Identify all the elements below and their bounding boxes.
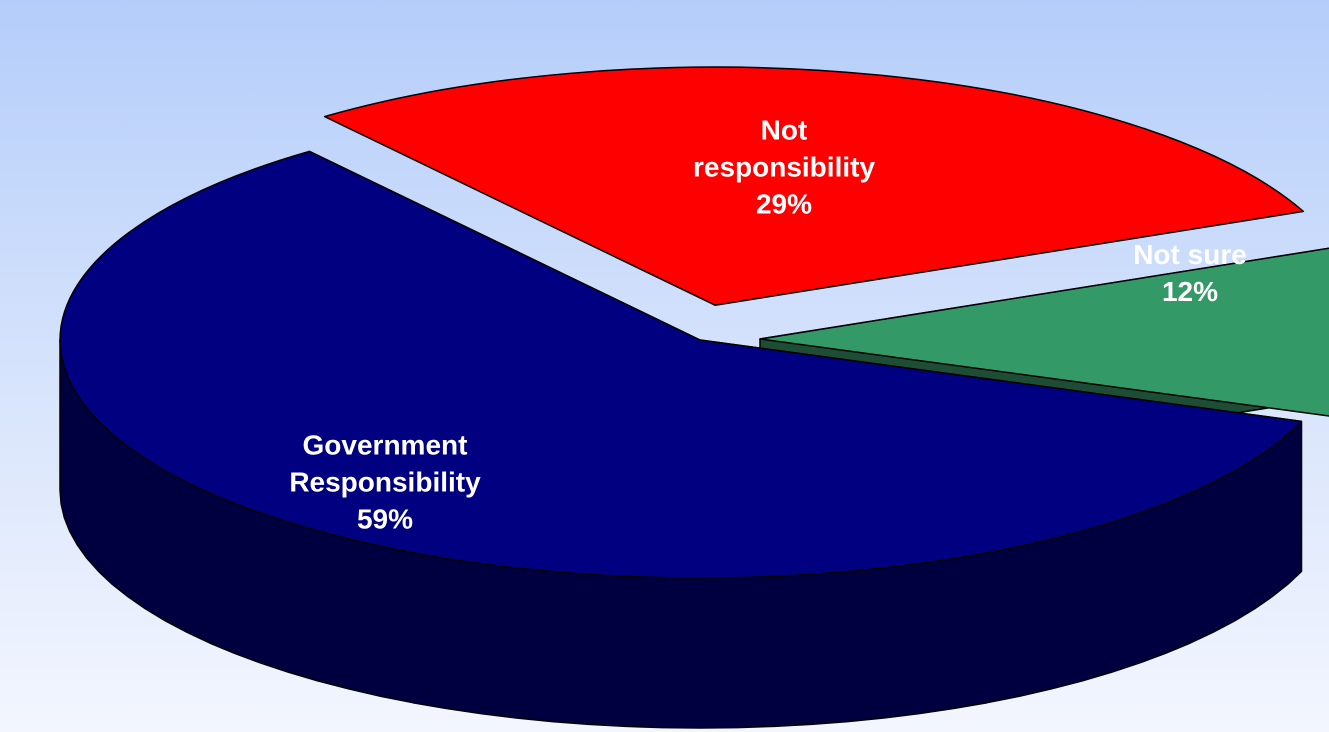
slice-value-label: 12% <box>1161 276 1219 307</box>
slice-label-not-responsibility: Not responsibility 29% <box>693 112 875 223</box>
pie-slice <box>323 66 1305 306</box>
slice-value-label: 59% <box>356 503 414 535</box>
slice-label-line: Government <box>302 429 468 461</box>
slice-label-line: Not <box>760 114 808 146</box>
slice-label-line: Not sure <box>1133 239 1247 270</box>
slice-label-government-responsibility: Government Responsibility 59% <box>289 427 480 538</box>
slice-top-face <box>59 150 1303 579</box>
slice-value-label: 29% <box>755 188 813 220</box>
slice-label-line: responsibility <box>692 151 876 183</box>
slice-top-face <box>323 66 1305 306</box>
pie-slice <box>59 150 1303 729</box>
slice-label-line: Responsibility <box>289 466 481 498</box>
slice-label-not-sure: Not sure 12% <box>1133 236 1247 310</box>
slice-top-face <box>759 247 1329 417</box>
